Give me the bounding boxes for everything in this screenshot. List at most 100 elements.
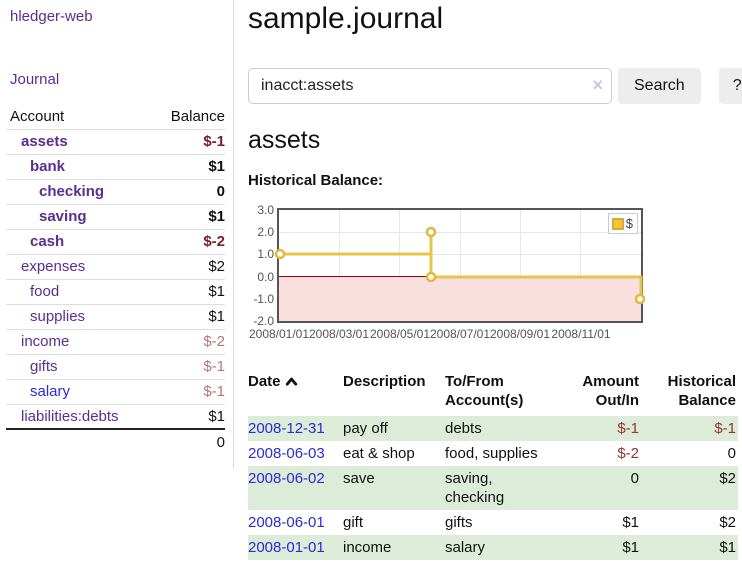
y-tick-label: 3.0 — [257, 203, 274, 217]
account-link-supplies[interactable]: supplies — [30, 308, 86, 325]
account-link-food[interactable]: food — [30, 283, 60, 300]
y-tick-label: 1.0 — [257, 247, 274, 261]
account-row-gifts: gifts $-1 — [6, 353, 225, 379]
account-balance: $-2 — [115, 228, 225, 254]
transaction-balance: $2 — [719, 514, 736, 531]
account-row-assets: assets $-1 — [6, 128, 225, 154]
account-link-income[interactable]: income — [21, 333, 70, 350]
y-tick-label: 0.0 — [257, 270, 274, 284]
help-button[interactable]: ? — [718, 68, 742, 104]
account-link-checking[interactable]: checking — [39, 183, 105, 200]
sidebar-item-journal[interactable]: Journal — [10, 71, 60, 88]
sidebar: hledger-web Journal Account Balance asse… — [0, 0, 234, 468]
register-row: 2008-06-03 eat & shop food, supplies $-2… — [248, 441, 738, 466]
accounts-total-row: 0 — [6, 428, 225, 454]
account-link-liabilities-debts[interactable]: liabilities:debts — [21, 407, 119, 425]
transaction-accounts: salary — [445, 535, 563, 560]
data-point-marker — [425, 226, 437, 238]
x-tick-label: 2008/11/01 — [551, 327, 611, 341]
account-link-bank[interactable]: bank — [30, 158, 66, 175]
search-input[interactable] — [248, 68, 612, 104]
account-balance: $-1 — [115, 353, 225, 379]
transaction-accounts: food, supplies — [445, 445, 538, 462]
x-tick-label: 2008/03/01 — [308, 327, 370, 341]
account-balance: $-1 — [115, 378, 225, 404]
gridline — [279, 232, 641, 233]
transaction-amount: $-1 — [563, 416, 641, 441]
y-tick-label: -1.0 — [253, 292, 274, 306]
account-link-cash[interactable]: cash — [30, 233, 65, 250]
transaction-description: income — [343, 535, 445, 560]
gridline — [279, 254, 641, 255]
register-row: 2008-06-02 save saving, checking 0 $2 — [248, 466, 738, 510]
search-box: × — [248, 68, 612, 104]
data-point-marker — [634, 293, 646, 305]
accounts-header-balance: Balance — [170, 107, 225, 125]
chart-title: Historical Balance: — [248, 172, 384, 189]
column-header-amount: Amount Out/In — [582, 373, 639, 409]
chart-legend: $ — [607, 213, 638, 234]
account-balance: $-1 — [115, 128, 225, 154]
transaction-accounts: gifts — [445, 514, 473, 531]
app-title-link[interactable]: hledger-web — [10, 8, 93, 25]
transaction-description: gift — [343, 514, 364, 531]
gridline — [580, 210, 581, 321]
x-tick-label: 2008/05/01 — [369, 327, 431, 341]
accounts-total-value: 0 — [115, 428, 225, 454]
account-row-saving: saving $1 — [6, 203, 225, 229]
transaction-balance: $-1 — [641, 416, 738, 441]
account-balance: $1 — [115, 153, 225, 179]
clear-search-icon[interactable]: × — [592, 75, 603, 95]
accounts-header-row: Account Balance — [6, 104, 225, 129]
gridline — [460, 210, 461, 321]
register-table: Date Description To/From Account(s) Amou… — [248, 370, 738, 560]
page-title: sample.journal — [248, 2, 444, 35]
account-row-salary: salary $-1 — [6, 378, 225, 404]
sort-ascending-icon — [285, 373, 298, 392]
transaction-date-link[interactable]: 2008-01-01 — [248, 539, 325, 556]
column-header-balance: Historical Balance — [667, 373, 736, 409]
register-row: 2008-06-01 gift gifts $1 $2 — [248, 510, 738, 535]
transaction-balance: $1 — [641, 535, 738, 560]
transaction-description: save — [343, 466, 445, 510]
search-button[interactable]: Search — [618, 68, 701, 104]
transaction-date-link[interactable]: 2008-06-03 — [248, 445, 325, 462]
transaction-date-link[interactable]: 2008-12-31 — [248, 420, 325, 437]
main-content: sample.journal × Search ? assets Histori… — [248, 0, 742, 560]
account-row-income: income $-2 — [6, 328, 225, 354]
accounts-table: Account Balance assets $-1 bank $1 check… — [6, 104, 225, 454]
account-link-gifts[interactable]: gifts — [30, 358, 58, 375]
account-link-saving[interactable]: saving — [39, 208, 87, 225]
search-form: × Search ? — [248, 68, 742, 104]
transaction-accounts: saving, checking — [445, 466, 563, 510]
account-balance: 0 — [115, 178, 225, 204]
transaction-description: eat & shop — [343, 445, 415, 462]
gridline — [339, 210, 340, 321]
account-balance: $1 — [115, 278, 225, 304]
transaction-amount: $1 — [622, 514, 639, 531]
account-row-checking: checking 0 — [6, 178, 225, 204]
transaction-amount: $-2 — [617, 445, 639, 462]
account-row-liabilities-debts: liabilities:debts $1 — [6, 403, 225, 429]
account-link-assets[interactable]: assets — [21, 133, 68, 150]
register-row: 2008-12-31 pay off debts $-1 $-1 — [248, 416, 738, 441]
data-point-marker — [274, 248, 286, 260]
account-balance: $1 — [115, 303, 225, 329]
legend-swatch-icon — [611, 217, 624, 230]
account-balance: $2 — [115, 253, 225, 279]
historical-balance-chart: 3.0 2.0 1.0 0.0 -1.0 -2.0 — [248, 203, 738, 346]
register-row: 2008-01-01 income salary $1 $1 — [248, 535, 738, 560]
transaction-amount: 0 — [563, 466, 641, 510]
gridline — [399, 210, 400, 321]
transaction-date-link[interactable]: 2008-06-02 — [248, 470, 325, 487]
account-link-expenses[interactable]: expenses — [21, 258, 86, 275]
account-row-expenses: expenses $2 — [6, 253, 225, 279]
transaction-accounts: debts — [445, 416, 563, 441]
account-link-salary[interactable]: salary — [30, 383, 71, 400]
transaction-balance: 0 — [727, 445, 736, 462]
transaction-date-link[interactable]: 2008-06-01 — [248, 514, 325, 531]
account-balance: $-2 — [115, 328, 225, 354]
column-header-date[interactable]: Date — [248, 370, 343, 416]
account-heading: assets — [248, 126, 321, 154]
y-tick-label: -2.0 — [253, 314, 274, 328]
